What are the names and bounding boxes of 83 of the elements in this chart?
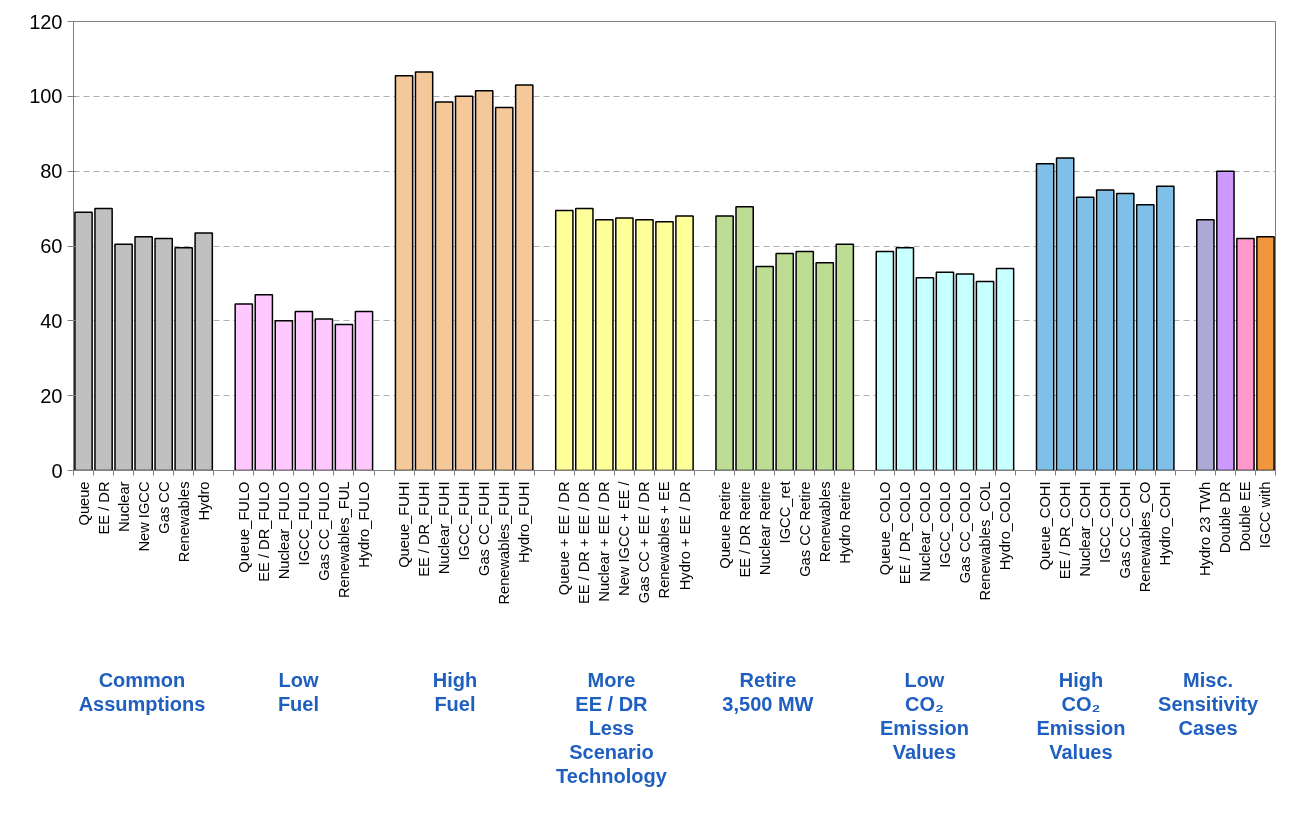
x-tick-label: Gas CC_FUHI [476, 481, 493, 576]
x-tick-label: Renewables [816, 481, 833, 563]
x-tick-label: Queue + EE / DR [556, 481, 573, 596]
text: Low Fuel [277, 668, 320, 715]
x-tick-label: Nuclear_COLO [916, 481, 933, 582]
x-tick-label: Gas CC_FULO [315, 481, 332, 581]
x-tick-label: Renewables_CO [1137, 481, 1154, 593]
bar [334, 323, 354, 471]
x-tick-label: Renewables_FUL [335, 481, 352, 598]
bar [314, 318, 334, 471]
text: High CO₂ Emission Values [1036, 668, 1126, 764]
x-tick-label: Nuclear Retire [756, 481, 773, 576]
x-tick-label: Queue_FUHI [396, 481, 413, 568]
y-tick-label: 120 [29, 10, 63, 33]
x-tick-label: Gas CC [155, 481, 172, 534]
x-tick-label: EE / DR_FULO [255, 481, 272, 582]
bar [875, 250, 895, 471]
text: High Fuel [432, 668, 478, 715]
bar [935, 271, 955, 471]
x-tick-label: Hydro_FUHI [516, 481, 533, 563]
y-tick-label: 100 [29, 85, 63, 108]
bar [975, 280, 995, 471]
x-tick-label: EE / DR [95, 481, 112, 535]
x-tick-label: Nuclear [115, 481, 132, 532]
x-tick-label: Queue_COHI [1037, 481, 1054, 571]
x-tick-label: Gas CC_COLO [956, 481, 973, 584]
x-tick-label: IGCC_ret [776, 481, 793, 544]
x-tick-label: Queue_COLO [876, 481, 893, 576]
x-tick-label: New IGCC + EE / [616, 480, 633, 596]
x-tick-label: Queue [75, 481, 92, 526]
x-tick-label: Renewables [175, 481, 192, 563]
x-tick-label: Hydro 23 TWh [1197, 481, 1214, 576]
bar [414, 71, 434, 471]
x-tick-label: IGCC_COLO [936, 481, 953, 568]
y-tick-label: 60 [40, 235, 63, 257]
bar [354, 310, 374, 471]
x-tick-label: Nuclear_FULO [275, 481, 292, 580]
text: More EE / DR Less Scenario Technology [556, 668, 668, 788]
y-tick-label: 20 [40, 384, 63, 407]
x-tick-label: Gas CC Retire [796, 481, 813, 577]
x-tick-label: IGCC with [1257, 481, 1274, 549]
x-tick-label: EE / DR Retire [736, 481, 753, 578]
x-tick-label: Nuclear_FUHI [436, 481, 453, 575]
bar [434, 101, 454, 471]
x-tick-label: Hydro_COHI [1157, 481, 1174, 566]
bar [394, 75, 414, 471]
x-tick-label: New IGCC [135, 481, 152, 552]
bar [294, 310, 314, 471]
x-tick-label: IGCC_FUHI [456, 481, 473, 561]
x-tick-label: EE / DR_COLO [896, 481, 913, 585]
x-tick-label: Hydro_COLO [997, 481, 1014, 571]
text: Low CO₂ Emission Values [879, 668, 969, 764]
x-tick-label: Hydro_FULO [355, 481, 372, 568]
bar [955, 273, 975, 471]
bar [995, 267, 1015, 471]
y-tick-label: 80 [40, 160, 63, 183]
x-tick-label: Queue Retire [716, 481, 733, 569]
x-tick-label: Nuclear_COHI [1077, 481, 1094, 577]
x-tick-label: Hydro Retire [836, 481, 853, 564]
bar [915, 277, 935, 471]
x-tick-label: Nuclear + EE / DR [596, 481, 613, 602]
x-tick-label: EE / DR_FUHI [416, 481, 433, 577]
x-tick-label: Renewables_FUHI [496, 481, 513, 605]
x-tick-label: Double EE [1237, 481, 1254, 552]
text: Misc. Sensitivity Cases [1158, 668, 1259, 739]
x-tick-label: Gas CC_COHI [1117, 481, 1134, 579]
x-tick-label: EE / DR + EE / DR [576, 481, 593, 605]
x-tick-label: Double DR [1217, 481, 1234, 554]
x-tick-label: IGCC_FULO [295, 481, 312, 566]
y-tick-label: 40 [40, 309, 63, 332]
x-tick-label: Gas CC + EE / DR [636, 481, 653, 604]
x-tick-label: Hydro [195, 481, 212, 521]
x-tick-label: Hydro + EE / DR [676, 481, 693, 591]
x-tick-label: Renewables_COL [977, 481, 994, 601]
x-tick-label: EE / DR_COHI [1057, 481, 1074, 580]
x-tick-label: IGCC_COHI [1097, 481, 1114, 563]
y-tick-label: 0 [51, 459, 63, 482]
x-tick-label: Renewables + EE [656, 481, 673, 599]
bar [895, 247, 915, 471]
text: Retire 3,500 MW [722, 668, 814, 715]
x-tick-label: Queue_FULO [235, 481, 252, 573]
text: Common Assumptions [78, 668, 206, 715]
bar [1035, 162, 1055, 471]
